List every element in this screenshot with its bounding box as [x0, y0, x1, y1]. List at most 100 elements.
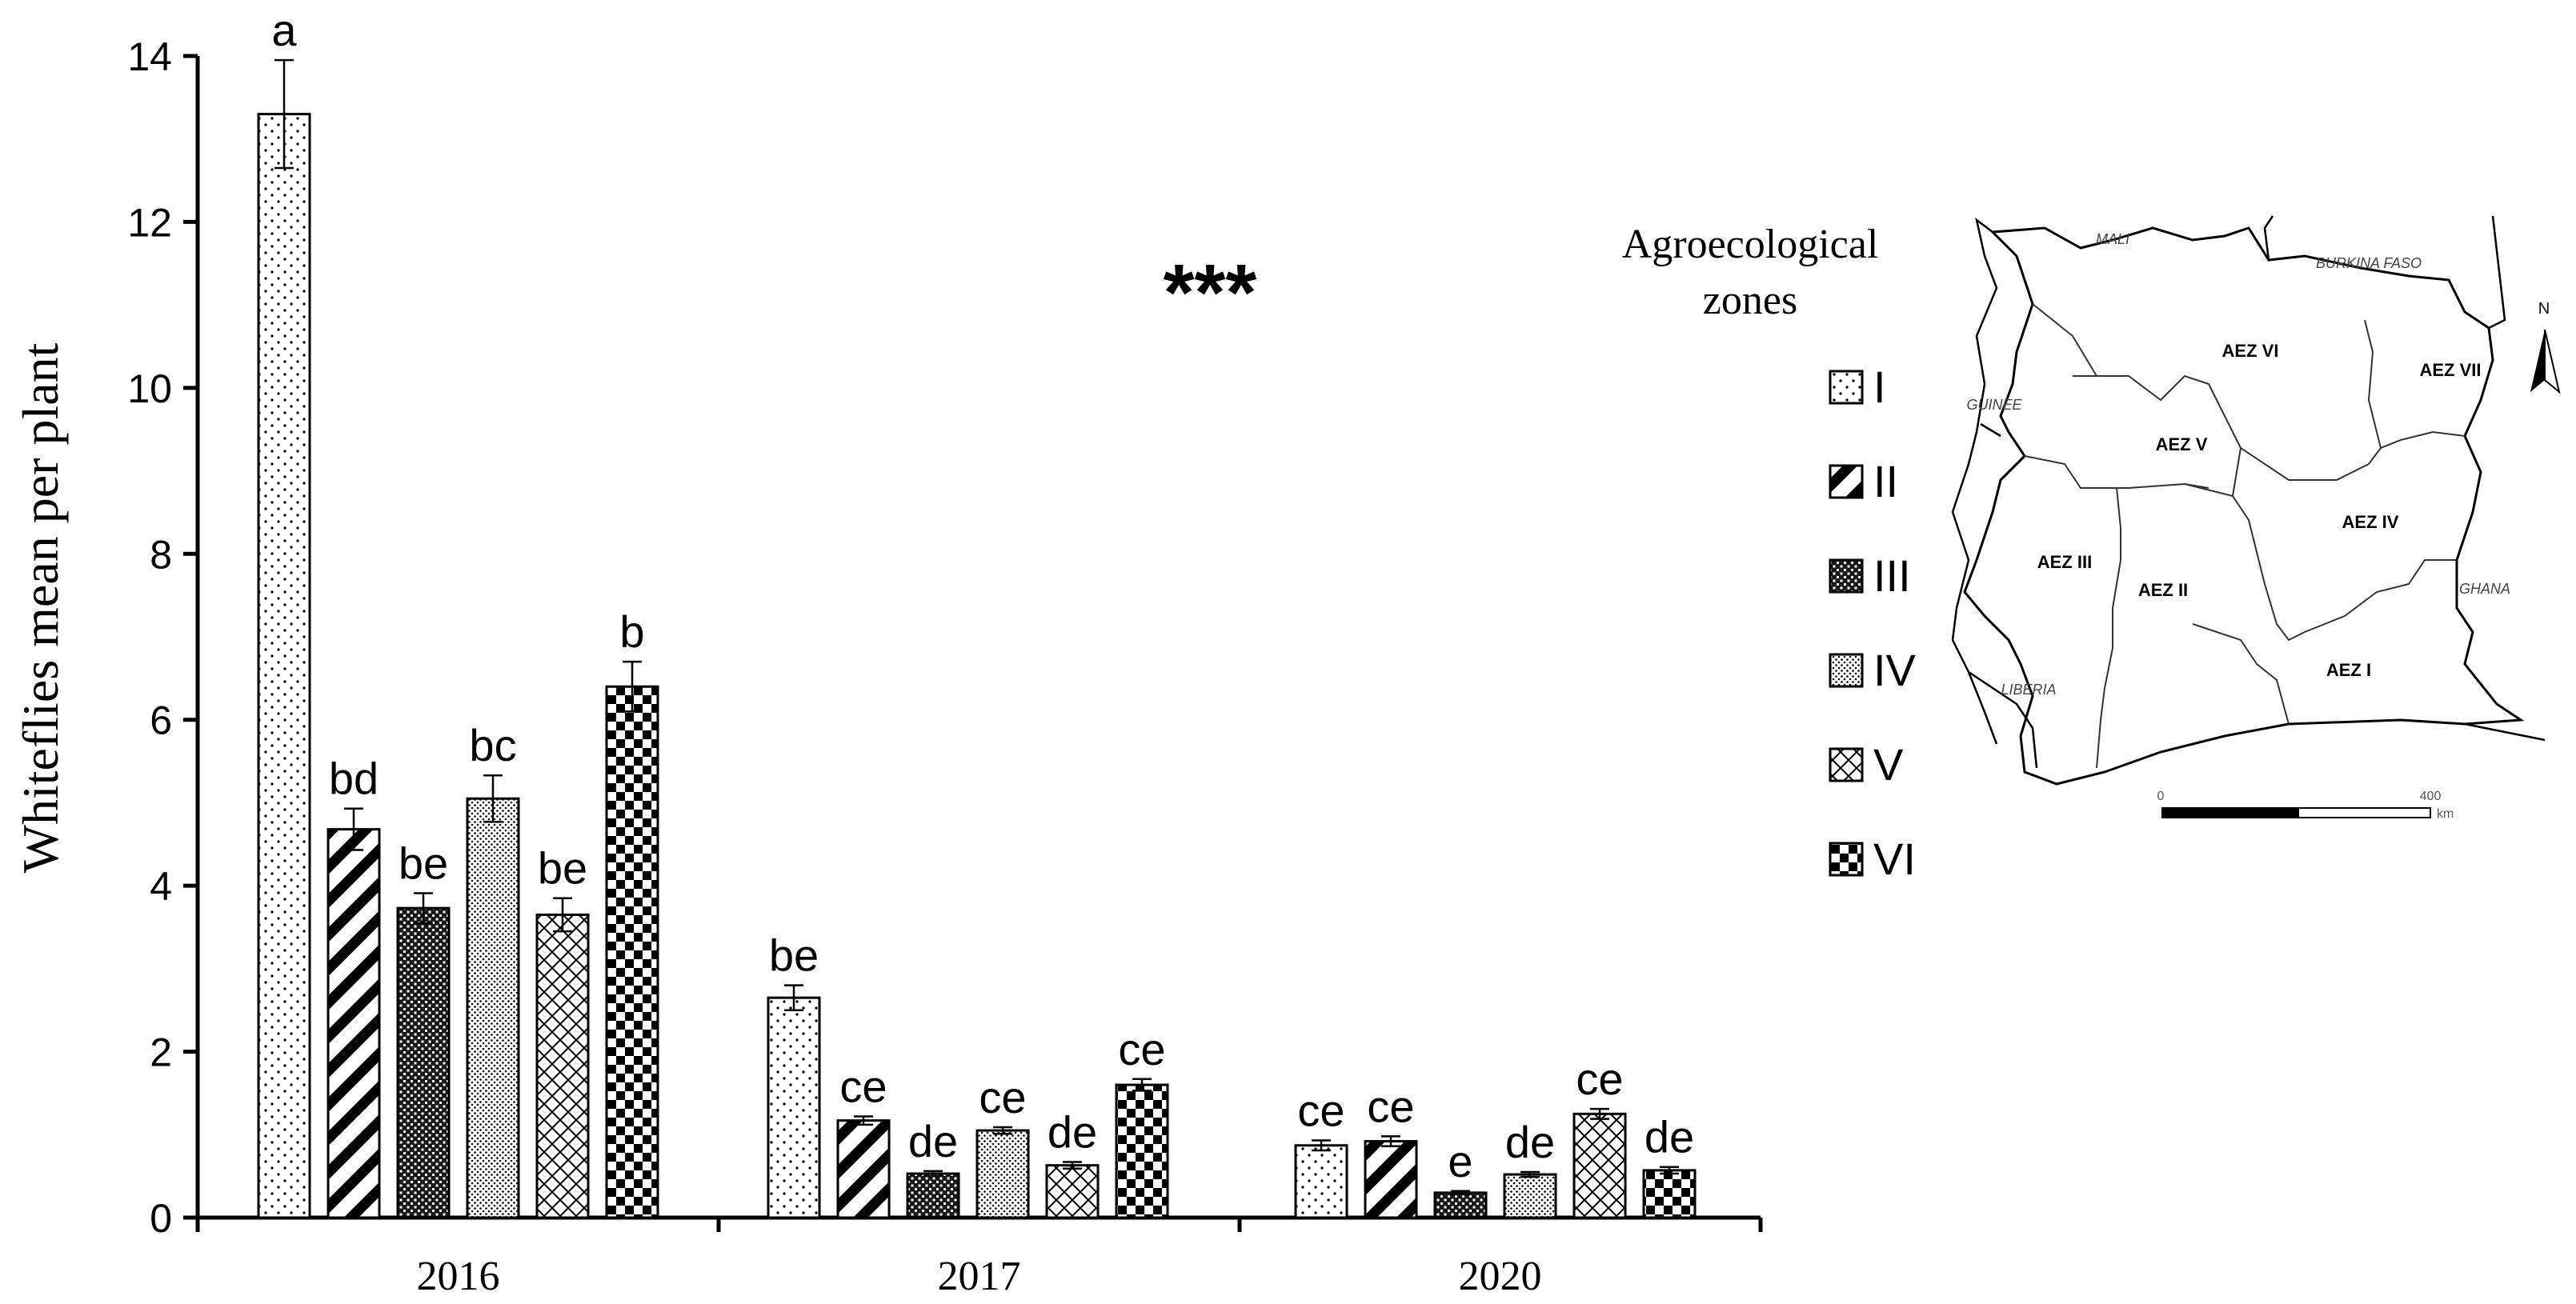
bar-VI-2020 [1642, 1169, 1697, 1219]
map-zone-aez-i: AEZ I [2326, 660, 2371, 680]
y-tick-label: 6 [150, 698, 172, 743]
map-zone-aez-iii: AEZ III [2037, 552, 2092, 572]
x-category-label: 2020 [1459, 1254, 1542, 1299]
error-bar [1381, 1135, 1400, 1148]
significance-letter: ce [979, 1072, 1026, 1122]
map-country-mali: MALI [2096, 231, 2129, 247]
error-bar [1590, 1107, 1609, 1120]
significance-letter: bd [329, 754, 379, 804]
error-bar [1520, 1170, 1540, 1178]
bar-IV-2020 [1503, 1173, 1557, 1219]
bar-III-2016 [396, 906, 451, 1219]
legend-swatch-III [1829, 558, 1864, 594]
legend-label-I: I [1873, 362, 1886, 412]
bar-III-2020 [1433, 1191, 1488, 1219]
bar-II-2017 [836, 1119, 891, 1219]
y-tick-label: 4 [150, 864, 172, 909]
bar-II-2016 [327, 828, 381, 1219]
y-tick-label: 10 [127, 366, 172, 411]
y-tick-label: 0 [150, 1196, 172, 1241]
significance-letter: de [908, 1116, 958, 1166]
legend-label-III: III [1873, 550, 1911, 601]
map-country-burkina-faso: BURKINA FASO [2316, 255, 2422, 271]
error-bar [414, 892, 433, 925]
significance-letter: bc [469, 720, 516, 770]
map-zone-aez-ii: AEZ II [2138, 580, 2188, 600]
map-zone-aez-vii: AEZ VII [2419, 360, 2481, 380]
legend-label-II: II [1873, 456, 1898, 506]
significance-letter: ce [1367, 1081, 1414, 1131]
significance-letter: a [271, 5, 297, 55]
significance-letter: ce [839, 1061, 887, 1111]
bar-I-2020 [1294, 1144, 1348, 1219]
legend-swatch-VI [1829, 842, 1864, 877]
bar-V-2020 [1572, 1112, 1627, 1219]
error-bar [993, 1126, 1012, 1135]
legend-title-line-2: zones [1703, 278, 1797, 323]
significance-letter: b [619, 606, 644, 657]
bar-VI-2017 [1115, 1083, 1169, 1219]
legend-label-V: V [1873, 739, 1904, 790]
legend-swatch-I [1829, 370, 1864, 405]
bar-I-2017 [767, 996, 821, 1219]
map-country-guinee: GUINEE [1966, 397, 2022, 413]
north-label: N [2538, 300, 2550, 318]
error-bar [854, 1115, 873, 1126]
significance-letter: de [1505, 1117, 1555, 1167]
bar-III-2017 [906, 1172, 960, 1219]
error-bar [553, 897, 572, 933]
significance-letter: ce [1118, 1024, 1165, 1074]
legend-title-line-1: Agroecological [1622, 222, 1879, 267]
map-zone-aez-vi: AEZ VI [2222, 341, 2279, 361]
significance-letter: de [1048, 1107, 1097, 1158]
significance-letter: e [1448, 1136, 1472, 1186]
map-zone-aez-iv: AEZ IV [2342, 512, 2399, 532]
error-bar [483, 774, 503, 823]
error-bar [1312, 1139, 1331, 1152]
y-tick-label: 14 [127, 34, 172, 79]
significance-letter: be [538, 843, 587, 894]
error-bar [1660, 1166, 1679, 1175]
north-arrow-icon [2530, 329, 2561, 394]
y-tick-label: 8 [150, 532, 172, 577]
legend-label-IV: IV [1873, 645, 1917, 695]
bar-I-2016 [257, 113, 311, 1219]
legend-swatch-V [1829, 747, 1864, 782]
y-tick-label: 2 [150, 1030, 172, 1075]
error-bar [344, 807, 363, 851]
error-bar [1451, 1190, 1470, 1196]
significance-letter: ce [1297, 1086, 1344, 1136]
error-bar [274, 58, 294, 170]
error-bar [1063, 1161, 1082, 1170]
y-tick-label: 12 [127, 200, 172, 245]
map-zone-borders [2024, 303, 2466, 769]
error-bar [1132, 1078, 1152, 1092]
significance-letter: de [1645, 1112, 1694, 1162]
bar-II-2020 [1364, 1140, 1418, 1219]
x-category-label: 2017 [938, 1254, 1021, 1299]
axes: 0 2 4 6 8 10 12 14 2016 2017 2020 [127, 34, 1763, 1299]
significance-letter: be [769, 930, 819, 981]
bar-V-2016 [535, 913, 590, 1219]
significance-letter: ce [1576, 1054, 1623, 1104]
map-country-ghana: GHANA [2459, 581, 2510, 597]
legend-label-VI: VI [1873, 834, 1916, 884]
x-category-label: 2016 [417, 1254, 500, 1299]
scale-bar [2161, 807, 2431, 818]
map-zone-aez-v: AEZ V [2156, 434, 2208, 454]
legend-swatch-II [1829, 464, 1864, 499]
map-country-liberia: LIBERIA [2001, 682, 2056, 698]
error-bar [623, 660, 642, 713]
bar-VI-2016 [605, 685, 659, 1219]
error-bar [923, 1170, 943, 1178]
significance-marker: *** [1164, 248, 1257, 338]
map-country-outline [1963, 226, 2525, 786]
bar-IV-2016 [466, 797, 520, 1219]
scale-end-label: 400 [2420, 790, 2442, 803]
scale-unit-label: km [2437, 807, 2454, 821]
error-bar [784, 984, 803, 1011]
bar-V-2017 [1045, 1164, 1100, 1219]
